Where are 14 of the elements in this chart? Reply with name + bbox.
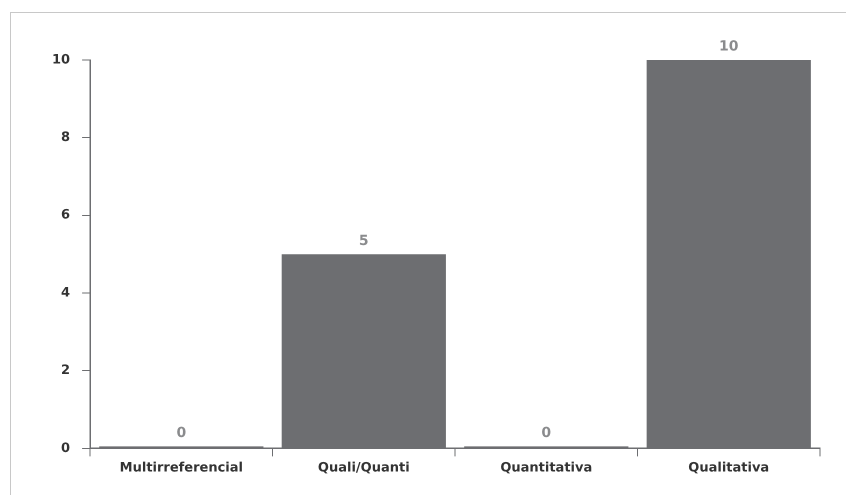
data-label: 0 [176,425,186,442]
data-label: 10 [719,38,739,55]
y-tick-label: 8 [61,130,70,146]
x-tick-label: Multirreferencial [120,460,243,476]
y-tick-label: 10 [52,52,70,68]
y-tick-label: 2 [61,363,70,378]
y-tick-label: 4 [61,285,70,300]
x-tick-label: Qualitativa [688,460,770,476]
data-label: 5 [358,232,369,249]
y-tick-label: 6 [61,208,70,223]
x-tick-label: Quantitativa [500,460,592,476]
x-tick-label: Quali/Quanti [318,460,410,476]
data-label: 0 [541,425,552,442]
y-tick-label: 0 [61,440,70,456]
